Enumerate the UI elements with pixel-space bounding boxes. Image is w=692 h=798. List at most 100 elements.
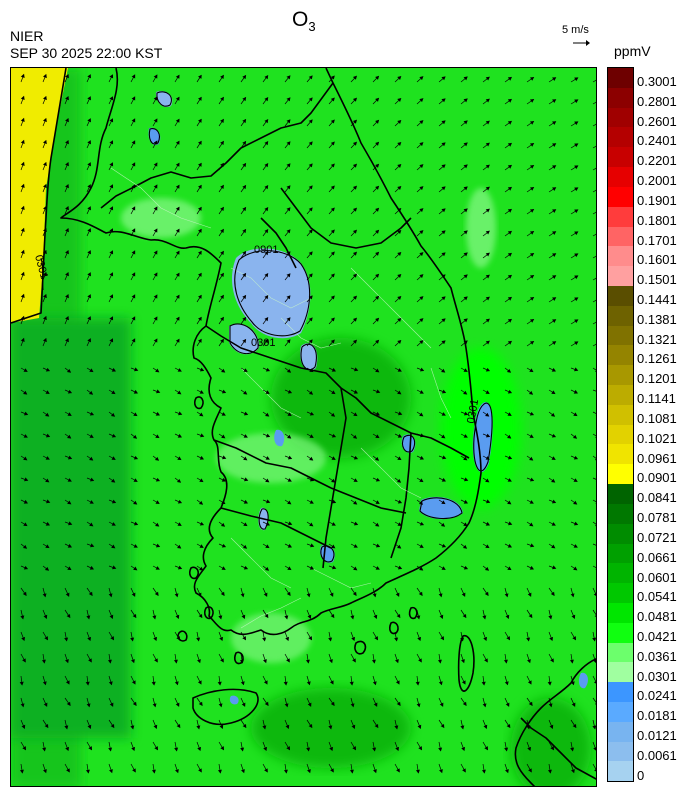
wind-arrow-head	[570, 747, 575, 752]
wind-arrow-head	[45, 456, 50, 460]
wind-arrow-head	[109, 614, 114, 619]
wind-arrow-head	[287, 543, 292, 548]
wind-arrow-head	[131, 206, 136, 211]
colorbar-tick-label: 0.1321	[637, 331, 677, 347]
wind-arrow-head	[44, 636, 48, 641]
wind-arrow-head	[20, 315, 25, 321]
wind-arrow-head	[507, 340, 512, 345]
wind-arrow-head	[306, 593, 311, 598]
colorbar-segment	[608, 365, 633, 385]
wind-arrow-head	[352, 295, 358, 300]
wind-arrow-head	[87, 636, 92, 642]
wind-arrow-head	[551, 456, 556, 460]
wind-arrow-head	[419, 120, 424, 125]
wind-arrow-head	[198, 140, 202, 145]
wind-arrow-head	[569, 659, 574, 664]
wind-arrow-head	[397, 340, 402, 344]
wind-arrow-head	[87, 118, 91, 123]
colorbar-tick-label: 0.0781	[637, 510, 677, 526]
wind-arrow-head	[595, 436, 596, 438]
wind-arrow-head	[375, 477, 381, 482]
wind-arrow-head	[574, 319, 579, 324]
wind-arrow-head	[331, 478, 336, 483]
wind-arrow-head	[551, 478, 556, 483]
wind-arrow-head	[485, 252, 490, 257]
wind-arrow-head	[177, 499, 183, 504]
wind-arrow-head	[242, 206, 247, 212]
colorbar-tick-label: 0.1201	[637, 371, 677, 387]
wind-arrow-head	[529, 252, 535, 257]
wind-arrow-head	[87, 338, 91, 343]
wind-arrow-head	[419, 274, 424, 279]
wind-arrow-head	[485, 478, 490, 483]
wind-arrow-head	[352, 141, 358, 146]
wind-arrow-head	[463, 164, 468, 169]
wind-arrow-head	[375, 119, 380, 124]
wind-arrow-head	[175, 316, 180, 321]
wind-arrow	[592, 145, 596, 149]
wind-arrow-head	[286, 251, 291, 256]
wind-arrow-head	[442, 455, 447, 460]
wind-arrow-head	[132, 701, 137, 707]
units-label: ppmV	[614, 43, 651, 59]
wind-arrow-head	[330, 768, 334, 773]
wind-arrow-head	[264, 295, 269, 300]
colorbar-segment	[608, 721, 633, 742]
wind-arrow-head	[552, 275, 557, 279]
wind-arrow-head	[176, 478, 182, 483]
wind-arrow-head	[131, 118, 136, 123]
wind-arrow-head	[595, 547, 596, 548]
wind-arrow-head	[65, 206, 69, 211]
wind-arrow-head	[507, 252, 512, 257]
wind-arrow-head	[220, 184, 224, 190]
wind-arrow-head	[87, 162, 91, 167]
wind-arrow-head	[175, 769, 179, 774]
wind-arrow-head	[132, 434, 138, 439]
wind-arrow-head	[264, 273, 269, 278]
wind-arrow-head	[263, 746, 268, 752]
wind-arrow-head	[574, 77, 579, 82]
wind-arrow-head	[286, 119, 291, 124]
wind-arrow-head	[416, 615, 421, 620]
wind-arrow-head	[441, 477, 446, 482]
ozone-map[interactable]: 0901 0301 0301 0301 0301	[10, 67, 597, 787]
wind-arrow-head	[153, 118, 158, 123]
wind-arrow-head	[241, 702, 246, 707]
colorbar-tick-label: 0.1701	[637, 232, 677, 248]
contour-label: 0301	[251, 337, 275, 349]
wind-arrow-head	[397, 456, 402, 461]
wind-arrow-head	[440, 723, 445, 729]
wind-arrow-head	[131, 338, 136, 343]
wind-arrow-head	[462, 613, 467, 619]
wind-arrow-head	[331, 499, 337, 504]
wind-arrow-head	[221, 368, 226, 373]
wind-arrow-head	[20, 205, 25, 211]
wind-arrow-head	[574, 341, 579, 346]
wind-arrow-head	[266, 499, 271, 504]
wind-arrow-head	[221, 566, 226, 570]
wind-arrow-head	[330, 119, 335, 124]
wind-arrow-head	[42, 593, 47, 598]
wind-arrow-head	[375, 229, 380, 234]
wind-arrow-head	[153, 206, 158, 211]
wind-arrow-head	[131, 746, 136, 752]
wind-arrow-head	[593, 747, 596, 751]
wind-arrow-head	[486, 499, 491, 504]
wind-arrow-head	[574, 121, 579, 126]
wind-arrow-head	[397, 390, 402, 395]
wind-arrow-head	[131, 74, 136, 79]
colorbar-tick-label: 0.1441	[637, 292, 677, 308]
wind-arrow-head	[526, 637, 531, 642]
colorbar-tick-label: 0.0541	[637, 589, 677, 605]
wind-arrow-head	[42, 681, 47, 686]
wind-arrow-head	[529, 208, 535, 213]
wind-arrow-head	[308, 97, 313, 102]
wind-arrow-head	[507, 434, 512, 439]
wind-arrow-head	[397, 296, 402, 300]
wind-arrow-head	[529, 565, 534, 570]
wind-arrow-head	[65, 680, 70, 685]
wind-arrow-head	[441, 566, 446, 570]
colorbar-tick-label: 0.1261	[637, 351, 677, 367]
coastline-and-borders	[11, 68, 596, 786]
wind-arrow-head	[43, 117, 47, 123]
